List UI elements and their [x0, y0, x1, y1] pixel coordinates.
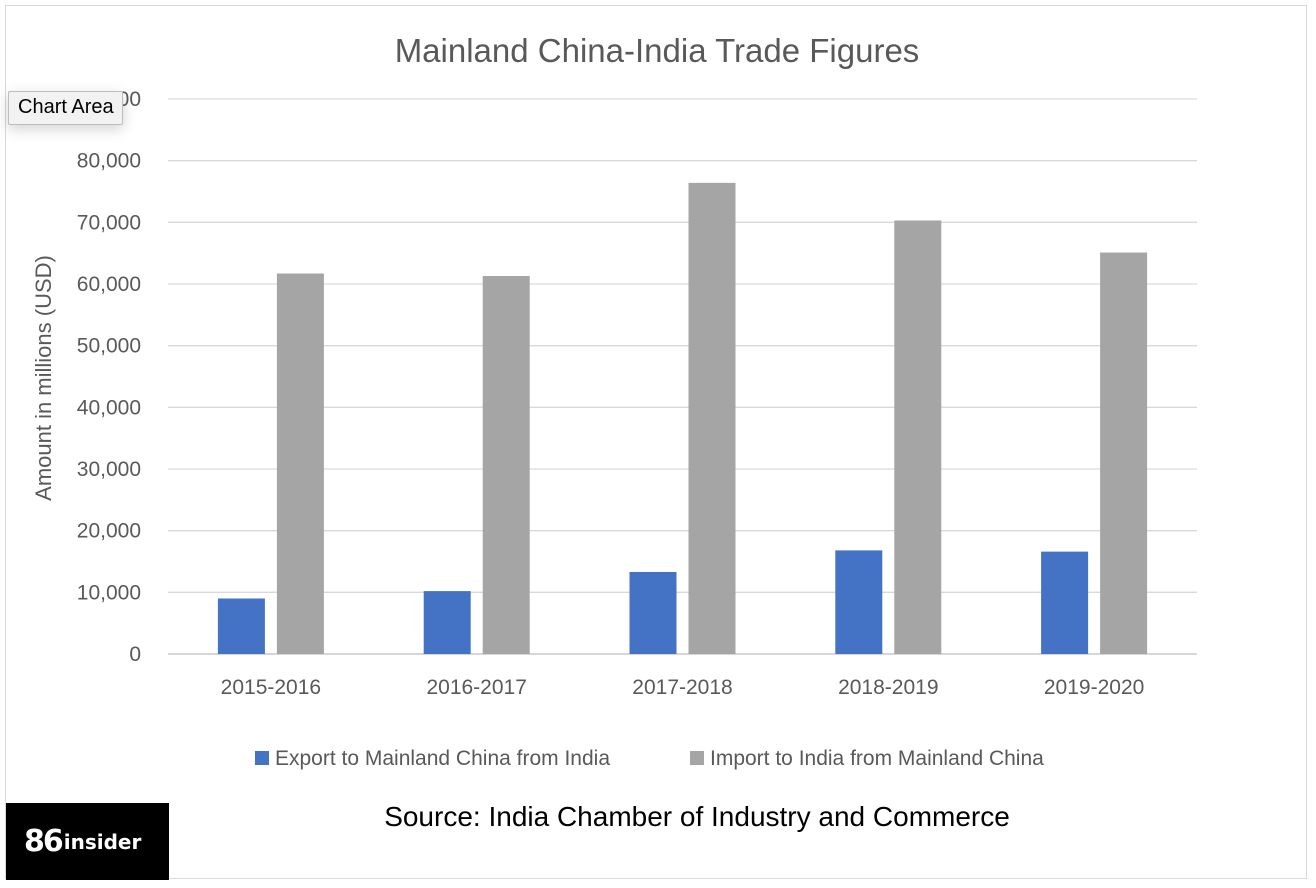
y-tick-label: 0	[129, 643, 141, 666]
chart-area[interactable]	[5, 5, 1307, 879]
legend-swatch	[690, 751, 704, 765]
legend: Export to Mainland China from India Impor…	[255, 747, 1044, 770]
logo-text: insider	[63, 829, 142, 854]
y-tick-label: 20,000	[77, 520, 141, 543]
source-note: Source: India Chamber of Industry and Co…	[384, 801, 1010, 832]
gridlines	[168, 98, 1197, 655]
x-tick-label: 2019-2020	[1044, 676, 1144, 699]
y-tick-label: 50,000	[77, 335, 141, 358]
x-tick-label: 2018-2019	[838, 676, 938, 699]
export-bar-2018-2019	[835, 550, 883, 654]
import-bar-2016-2017	[482, 275, 530, 654]
y-tick-label: 80,000	[77, 150, 141, 173]
logo: 86 insider	[6, 803, 169, 880]
legend-label: Export to Mainland China from India	[275, 747, 610, 770]
y-axis-ticks: 0 10,000 20,000 30,000 40,000 50,000 60,000 70,…	[77, 88, 141, 666]
legend-swatch	[255, 751, 269, 765]
import-bar-2015-2016	[276, 273, 324, 654]
y-tick-label: 70,000	[77, 211, 141, 234]
y-tick-label: 60,000	[77, 273, 141, 296]
chart-area-tooltip: Chart Area	[8, 91, 123, 125]
y-axis-title: Amount in millions (USD)	[31, 255, 56, 501]
import-bar-2017-2018	[688, 182, 736, 654]
legend-label: Import to India from Mainland China	[710, 747, 1044, 770]
x-tick-label: 2016-2017	[426, 676, 526, 699]
import-bar-2018-2019	[894, 220, 942, 654]
chart-title: Mainland China-India Trade Figures	[395, 32, 920, 69]
import-bar-2019-2020	[1100, 252, 1148, 655]
export-bar-2019-2020	[1041, 551, 1089, 654]
export-bar-2015-2016	[217, 598, 265, 654]
logo-number: 86	[24, 824, 64, 859]
x-tick-label: 2015-2016	[221, 676, 321, 699]
export-bar-2016-2017	[423, 591, 471, 654]
export-bar-2017-2018	[629, 571, 677, 654]
x-tick-label: 2017-2018	[632, 676, 732, 699]
x-axis-ticks: 2015-2016 2016-2017 2017-2018 2018-2019 2019…	[221, 676, 1145, 699]
y-tick-label: 10,000	[77, 581, 141, 604]
y-tick-label: 30,000	[77, 458, 141, 481]
y-tick-label: 40,000	[77, 396, 141, 419]
bars	[217, 182, 1148, 655]
